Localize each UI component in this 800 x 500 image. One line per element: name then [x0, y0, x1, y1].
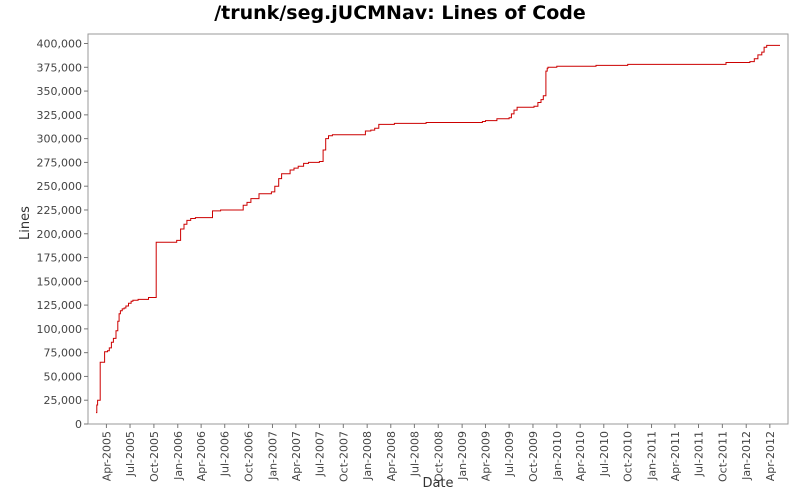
- y-tick-label: 200,000: [37, 228, 83, 241]
- x-tick-label: Jul-2005: [124, 431, 137, 477]
- x-tick-label: Apr-2008: [385, 431, 398, 481]
- y-tick-label: 0: [75, 418, 82, 431]
- x-tick-label: Jul-2008: [408, 431, 421, 477]
- x-tick-label: Jul-2009: [503, 431, 516, 477]
- y-tick-label: 100,000: [37, 323, 83, 336]
- y-tick-label: 400,000: [37, 38, 83, 51]
- x-axis-label: Date: [422, 476, 454, 491]
- x-tick-label: Jan-2012: [740, 431, 753, 481]
- x-tick-label: Jul-2011: [692, 431, 705, 477]
- y-tick-label: 375,000: [37, 61, 83, 74]
- y-tick-label: 25,000: [44, 394, 83, 407]
- x-tick-label: Jul-2007: [313, 431, 326, 477]
- x-tick-label: Apr-2007: [290, 431, 303, 481]
- x-tick-label: Oct-2006: [243, 431, 256, 482]
- y-tick-label: 125,000: [37, 299, 83, 312]
- x-tick-label: Jan-2010: [551, 431, 564, 481]
- y-tick-label: 325,000: [37, 109, 83, 122]
- x-tick-label: Jan-2011: [646, 431, 659, 481]
- y-tick-label: 225,000: [37, 204, 83, 217]
- y-tick-label: 300,000: [37, 133, 83, 146]
- x-tick-label: Jan-2006: [172, 431, 185, 481]
- x-tick-label: Oct-2007: [337, 431, 350, 482]
- x-tick-label: Jul-2006: [219, 431, 232, 477]
- x-tick-label: Jan-2009: [456, 431, 469, 481]
- x-tick-label: Apr-2010: [574, 431, 587, 481]
- series-line-lines: [96, 44, 780, 414]
- x-tick-label: Oct-2010: [622, 431, 635, 482]
- y-tick-label: 275,000: [37, 156, 83, 169]
- x-tick-label: Jan-2007: [266, 431, 279, 481]
- y-axis-label: Lines: [18, 206, 33, 240]
- x-axis: Apr-2005 Jul-2005 Oct-2005 Jan-2006 Apr-2006…: [100, 424, 777, 482]
- x-tick-label: Oct-2008: [432, 431, 445, 482]
- y-axis: 0 25,000 50,000 75,000 100,000 125,000 150,000…: [37, 38, 88, 431]
- x-tick-label: Apr-2011: [669, 431, 682, 481]
- x-tick-label: Oct-2005: [148, 431, 161, 482]
- x-tick-label: Oct-2009: [527, 431, 540, 482]
- x-tick-label: Apr-2005: [100, 431, 113, 481]
- x-tick-label: Jan-2008: [361, 431, 374, 481]
- y-tick-label: 150,000: [37, 275, 83, 288]
- y-tick-label: 75,000: [44, 347, 83, 360]
- x-tick-label: Apr-2009: [479, 431, 492, 481]
- x-tick-label: Oct-2011: [716, 431, 729, 482]
- y-tick-label: 250,000: [37, 180, 83, 193]
- x-tick-label: Apr-2006: [195, 431, 208, 481]
- plot-area: [87, 33, 789, 425]
- chart-title: /trunk/seg.jUCMNav: Lines of Code: [214, 2, 586, 24]
- y-tick-label: 175,000: [37, 252, 83, 265]
- x-tick-label: Apr-2012: [764, 431, 777, 481]
- x-tick-label: Jul-2010: [598, 431, 611, 477]
- y-tick-label: 350,000: [37, 85, 83, 98]
- y-tick-label: 50,000: [44, 370, 83, 383]
